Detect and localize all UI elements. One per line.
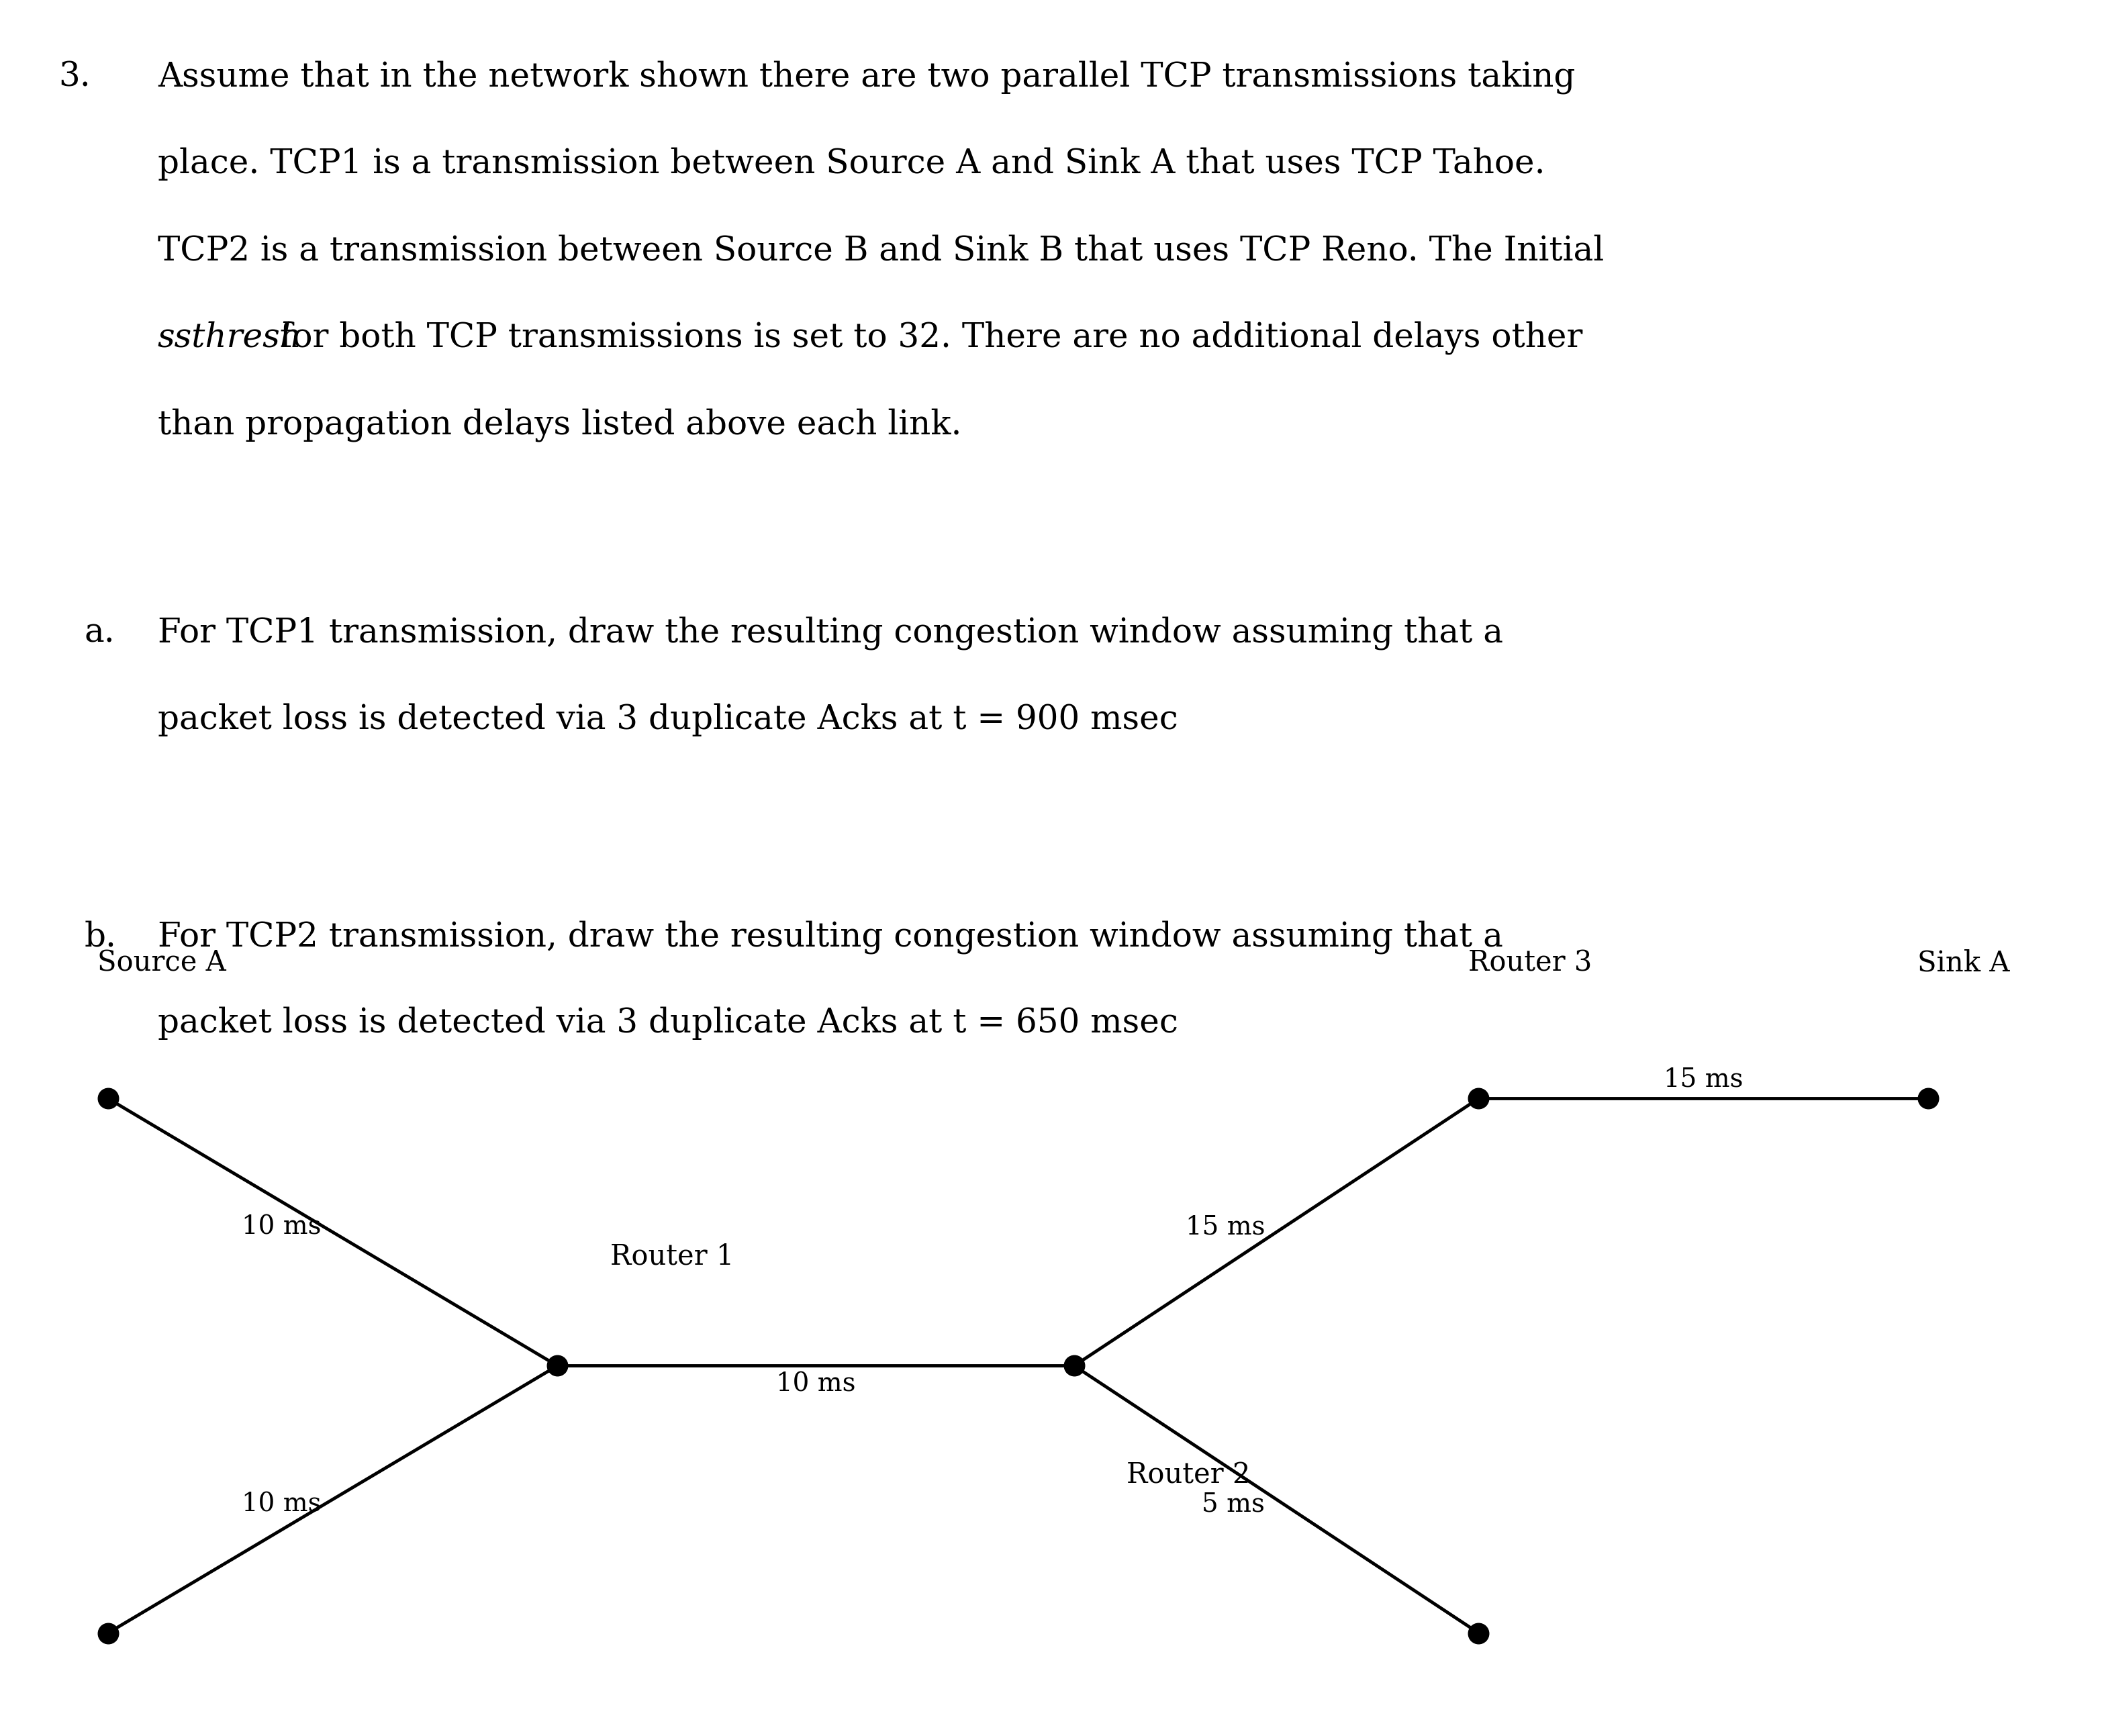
Text: packet loss is detected via 3 duplicate Acks at t = 650 msec: packet loss is detected via 3 duplicate … [158,1007,1177,1040]
Text: 10 ms: 10 ms [776,1371,856,1397]
Text: TCP2 is a transmission between Source B and Sink B that uses TCP Reno. The Initi: TCP2 is a transmission between Source B … [158,234,1604,267]
Text: 15 ms: 15 ms [1663,1068,1743,1092]
Text: Assume that in the network shown there are two parallel TCP transmissions taking: Assume that in the network shown there a… [158,61,1574,94]
Text: Sink A: Sink A [1917,950,2010,977]
Text: 3.: 3. [59,61,90,94]
Text: b.: b. [84,920,116,953]
Text: packet loss is detected via 3 duplicate Acks at t = 900 msec: packet loss is detected via 3 duplicate … [158,703,1177,736]
Text: For TCP2 transmission, draw the resulting congestion window assuming that a: For TCP2 transmission, draw the resultin… [158,920,1503,953]
Text: Router 3: Router 3 [1467,950,1591,977]
Text: Source A: Source A [97,950,227,977]
Text: a.: a. [84,616,116,649]
Text: 5 ms: 5 ms [1202,1491,1265,1517]
Text: 10 ms: 10 ms [242,1215,322,1240]
Text: 10 ms: 10 ms [242,1491,322,1517]
Text: than propagation delays listed above each link.: than propagation delays listed above eac… [158,408,961,441]
Text: For TCP1 transmission, draw the resulting congestion window assuming that a: For TCP1 transmission, draw the resultin… [158,616,1503,649]
Text: for both TCP transmissions is set to 32. There are no additional delays other: for both TCP transmissions is set to 32.… [269,321,1583,354]
Text: Router 1: Router 1 [610,1241,734,1271]
Text: Router 2: Router 2 [1127,1462,1251,1489]
Text: place. TCP1 is a transmission between Source A and Sink A that uses TCP Tahoe.: place. TCP1 is a transmission between So… [158,148,1545,181]
Text: ssthresh: ssthresh [158,321,303,354]
Text: 15 ms: 15 ms [1186,1215,1265,1240]
